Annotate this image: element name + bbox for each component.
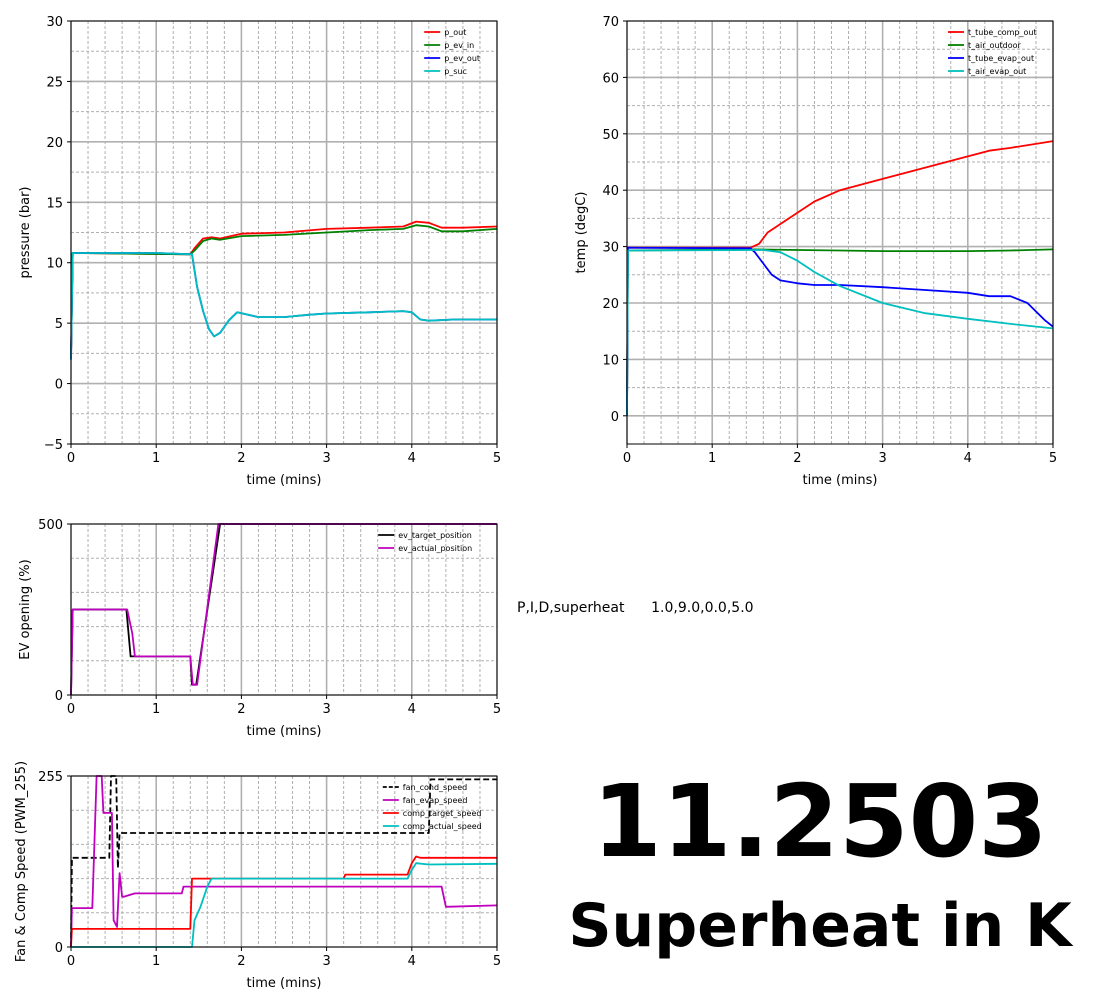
series-line-p_ev_in [70,224,498,360]
y-tick-label: 20 [602,297,619,312]
x-tick-label: 0 [67,451,75,466]
legend-label: p_out [444,28,466,37]
x-tick-label: 4 [964,451,972,466]
y-tick-label: 30 [46,15,63,30]
legend-label: t_air_outdoor [968,41,1022,50]
x-tick-label: 1 [152,702,160,717]
pid-parameters-note: P,I,D,superheat 1.0,9.0,0.0,5.0 [517,600,754,616]
y-axis-label: EV opening (%) [18,559,33,659]
legend-label: p_ev_out [444,54,480,63]
y-tick-label: 0 [55,689,63,704]
plot-frame [626,20,1054,445]
x-tick-label: 1 [152,451,160,466]
pid-values: 1.0,9.0,0.0,5.0 [651,600,754,616]
y-tick-label: 10 [602,353,619,368]
x-tick-label: 0 [67,954,75,969]
y-tick-label: 5 [55,317,63,332]
y-tick-label: 0 [55,941,63,956]
superheat-value: 11.2503 [592,763,1048,880]
y-tick-label: 20 [46,136,63,151]
y-tick-label: −5 [44,438,63,453]
series-line-fan_cond_speed [70,775,497,948]
x-tick-label: 1 [708,451,716,466]
chart-ev-opening: 0 1 2 3 4 5 0 500 time (mins) EV opening (%) ev_ta… [18,518,501,739]
x-tick-label: 1 [152,954,160,969]
legend-label: t_air_evap_out [968,67,1026,76]
x-tick-label: 5 [493,451,501,466]
legend-label: fan_evap_speed [403,796,468,805]
y-tick-label: 25 [46,75,63,90]
y-tick-label: 40 [602,184,619,199]
x-tick-label: 2 [237,451,245,466]
x-tick-label: 3 [322,954,330,969]
legend-label: t_tube_comp_out [968,28,1037,37]
series-line-t_tube_evap_out [626,246,1054,416]
y-tick-label: 0 [611,410,619,425]
series-line-comp_target_speed [70,855,497,948]
x-axis-label: time (mins) [803,473,878,488]
x-tick-label: 0 [67,702,75,717]
x-tick-label: 3 [878,451,886,466]
legend-label: t_tube_evap_out [968,54,1034,63]
x-axis-label: time (mins) [247,976,322,991]
x-tick-label: 5 [493,954,501,969]
legend-label: p_ev_in [444,41,474,50]
plot-frame [70,775,498,948]
y-tick-label: 500 [38,518,63,533]
y-axis-label: pressure (bar) [18,187,33,279]
x-axis-label: time (mins) [247,473,322,488]
legend-label: fan_cond_speed [403,783,467,792]
x-tick-label: 3 [322,451,330,466]
legend-label: p_suc [444,67,467,76]
x-tick-label: 4 [408,451,416,466]
series-line-p_out [70,220,498,360]
chart-pressure: 0 1 2 3 4 5 −5 0 5 10 15 20 25 30 time (mins) pressure … [18,15,501,488]
y-tick-label: 10 [46,257,63,272]
legend: ev_target_position ev_actual_position [378,531,472,553]
pid-label: P,I,D,superheat [517,600,625,616]
y-tick-label: 60 [602,71,619,86]
x-tick-label: 2 [237,702,245,717]
x-tick-label: 2 [793,451,801,466]
series-line-t_air_evap_out [626,249,1054,416]
y-tick-label: 50 [602,128,619,143]
plot-frame [70,523,498,696]
x-tick-label: 2 [237,954,245,969]
x-tick-label: 5 [1049,451,1057,466]
y-axis-label: temp (degC) [574,192,589,274]
series-line-p_suc [70,252,497,360]
x-axis-label: time (mins) [247,724,322,739]
legend-label: comp_actual_speed [403,822,482,831]
series-line-p_ev_out [70,252,497,360]
y-tick-label: 0 [55,378,63,393]
x-tick-label: 5 [493,702,501,717]
legend: t_tube_comp_out t_air_outdoor t_tube_evap_… [948,28,1037,76]
x-tick-label: 0 [623,451,631,466]
legend: p_out p_ev_in p_ev_out p_suc [424,28,480,76]
x-tick-label: 3 [322,702,330,717]
y-tick-label: 255 [38,770,63,785]
y-tick-label: 30 [602,241,619,256]
series-line-fan_evap_speed [70,775,498,948]
series-line-t_tube_comp_out [626,140,1054,416]
y-axis-label: Fan & Comp Speed (PWM_255) [14,761,29,962]
legend-label: ev_actual_position [398,544,472,553]
superheat-caption: Superheat in K [568,891,1072,961]
x-tick-label: 4 [408,954,416,969]
plot-frame [70,20,498,445]
y-tick-label: 70 [602,15,619,30]
legend-label: comp_target_speed [403,809,482,818]
x-tick-label: 4 [408,702,416,717]
legend-label: ev_target_position [398,531,472,540]
series-line-comp_actual_speed [71,862,498,948]
chart-fan-comp-speed: 0 1 2 3 4 5 0 255 time (mins) Fan & Comp Speed (P… [14,761,501,991]
series-line-ev_actual_position [70,523,497,696]
legend: fan_cond_speed fan_evap_speed comp_target_… [382,783,482,831]
y-tick-label: 15 [46,196,63,211]
